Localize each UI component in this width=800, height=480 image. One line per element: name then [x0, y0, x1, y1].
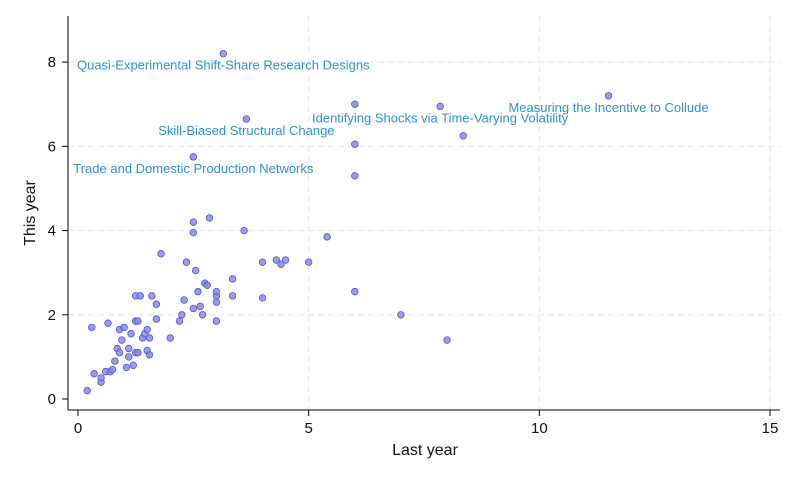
data-point [182, 258, 191, 266]
data-point [83, 386, 91, 395]
data-point [152, 315, 161, 323]
data-point [90, 370, 98, 378]
data-point [240, 226, 248, 235]
data-point [436, 102, 444, 111]
data-point [145, 351, 154, 359]
data-point [242, 115, 251, 123]
data-point [148, 292, 156, 300]
data-point [145, 334, 154, 342]
data-point [189, 218, 198, 226]
data-point [115, 348, 124, 357]
data-point [397, 311, 405, 319]
data-point [152, 300, 161, 308]
data-point [212, 317, 221, 325]
data-point [459, 132, 467, 140]
axes [67, 16, 780, 411]
data-point [189, 153, 198, 161]
point-label: Skill-Biased Structural Change [158, 123, 334, 138]
data-point [604, 92, 613, 100]
data-point [191, 266, 200, 275]
data-point [228, 275, 237, 283]
data-point [118, 336, 126, 344]
data-point [258, 294, 267, 302]
y-axis-title: This year [22, 179, 39, 245]
data-point [189, 228, 198, 237]
ticks: 0 5 10 15 0 2 4 6 8 [48, 54, 779, 437]
y-tick-label: 8 [48, 54, 56, 71]
data-point [281, 256, 290, 264]
data-point [212, 287, 221, 296]
data-point [351, 140, 359, 148]
data-point [157, 250, 165, 258]
data-point [166, 334, 174, 342]
data-point [196, 302, 204, 311]
x-tick-label: 5 [304, 420, 312, 437]
data-points [83, 49, 613, 395]
data-point [189, 304, 198, 313]
data-point [134, 348, 142, 357]
y-tick-label: 2 [48, 307, 56, 324]
data-point [203, 281, 211, 289]
data-point [304, 258, 313, 266]
y-tick-label: 0 [48, 391, 56, 408]
data-point [129, 361, 138, 370]
data-point [194, 287, 202, 296]
point-labels: Trade and Domestic Production Networks Qu… [73, 58, 708, 176]
point-label: Measuring the Incentive to Collude [508, 100, 708, 115]
data-point [212, 298, 221, 306]
data-point [323, 233, 331, 241]
data-point [180, 296, 188, 304]
data-point [277, 260, 285, 268]
x-axis-title: Last year [392, 442, 458, 459]
data-point [272, 256, 281, 264]
data-point [111, 357, 119, 365]
data-point [351, 100, 359, 108]
data-point [351, 287, 359, 296]
data-point [134, 317, 142, 325]
data-point [228, 292, 237, 300]
data-point [122, 363, 131, 372]
data-point [175, 317, 184, 325]
data-point [108, 365, 117, 374]
data-point [125, 344, 133, 353]
y-tick-label: 6 [48, 138, 56, 155]
data-point [198, 311, 207, 319]
data-point [351, 172, 359, 180]
data-point [443, 336, 451, 344]
data-point [143, 325, 151, 334]
point-label: Identifying Shocks via Time-Varying Vola… [312, 110, 569, 125]
data-point [219, 49, 228, 58]
x-tick-label: 0 [74, 420, 82, 437]
y-tick-label: 4 [48, 223, 56, 240]
grid-lines [68, 16, 780, 410]
point-label: Trade and Domestic Production Networks [73, 161, 314, 176]
data-point [127, 330, 135, 338]
data-point [97, 374, 105, 382]
point-label: Quasi-Experimental Shift-Share Research … [77, 58, 370, 73]
data-point [136, 292, 144, 300]
x-tick-label: 10 [531, 420, 548, 437]
data-point [205, 214, 214, 222]
data-point [258, 258, 267, 266]
data-point [125, 353, 133, 361]
x-tick-label: 15 [762, 420, 779, 437]
data-point [104, 319, 112, 327]
data-point [88, 323, 96, 332]
data-point [120, 323, 128, 332]
data-point [178, 311, 186, 319]
